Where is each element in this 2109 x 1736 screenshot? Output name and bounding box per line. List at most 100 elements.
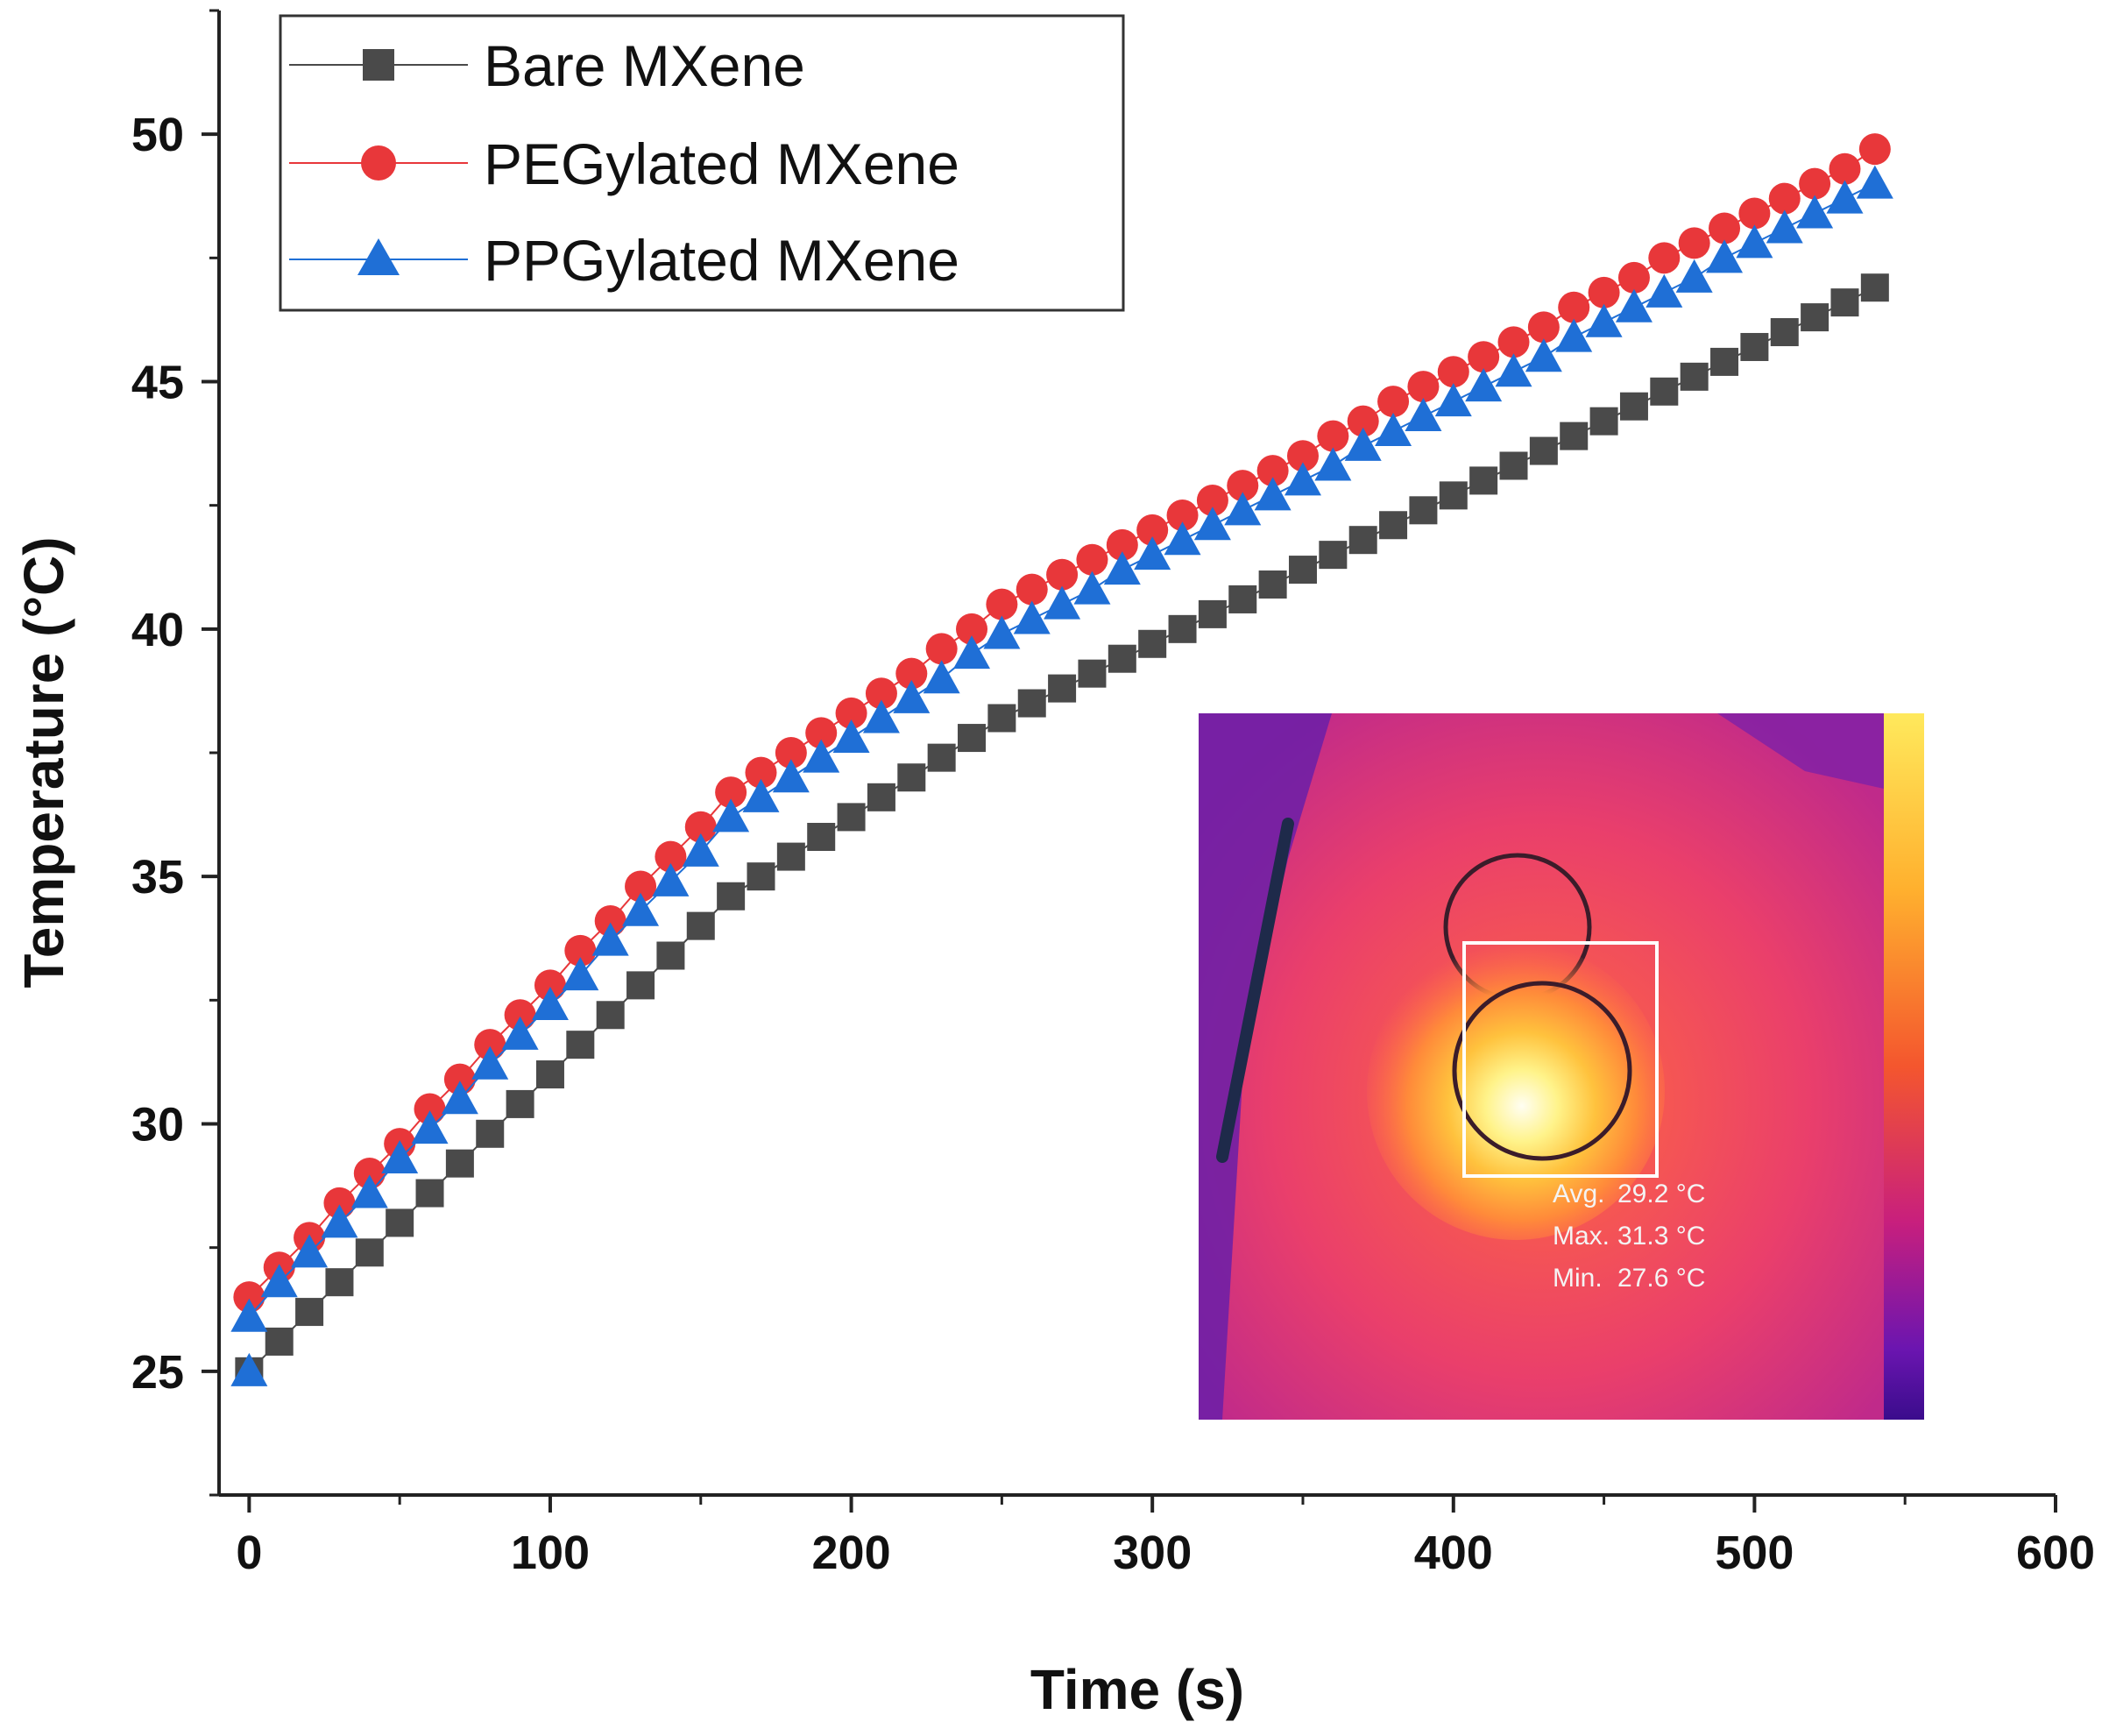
data-point-square [1228, 585, 1257, 613]
data-point-triangle [1585, 303, 1623, 337]
data-point-triangle [983, 615, 1021, 649]
data-point-circle [925, 633, 958, 665]
data-point-square [1198, 599, 1227, 628]
data-point-circle [1136, 514, 1169, 546]
data-point-triangle [501, 1016, 539, 1050]
legend-label-peg: PEGylated MXene [484, 131, 959, 196]
probe-rod [1216, 818, 1294, 1163]
data-point-circle [895, 657, 928, 690]
data-point-circle [1016, 573, 1048, 606]
data-point-circle [625, 870, 657, 903]
data-point-square [1860, 273, 1889, 302]
data-point-circle [655, 840, 687, 873]
data-point-circle [1166, 499, 1199, 531]
legend-marker-bare [363, 49, 394, 81]
data-point-circle [474, 1029, 506, 1061]
data-point-circle [1377, 386, 1410, 418]
data-point-square [325, 1268, 354, 1297]
data-point-square [295, 1298, 324, 1327]
data-point-triangle [471, 1045, 509, 1080]
data-point-triangle [1465, 368, 1503, 402]
data-point-circle [1347, 405, 1379, 437]
x-tick-label-600: 600 [2016, 1527, 2095, 1579]
legend-item-bare: Bare MXene [289, 33, 805, 98]
data-point-circle [1196, 485, 1228, 517]
data-point-circle [443, 1063, 476, 1095]
tick-labels: 0 100 200 300 400 500 600 25 30 35 40 45 50 [131, 109, 2095, 1579]
thermal-photo: Avg. 29.2 °C Max. 31.3 °C Min. 27.6 °C [1199, 713, 1884, 1420]
data-point-square [958, 724, 987, 753]
data-point-square [1258, 570, 1287, 599]
readout-max-value: 31.3 °C [1617, 1222, 1705, 1251]
data-point-triangle [1796, 195, 1834, 229]
data-point-triangle [381, 1140, 419, 1174]
data-point-square [566, 1031, 595, 1059]
sample-vial-bottom [1452, 981, 1632, 1161]
data-point-circle [1527, 311, 1560, 344]
series-triangle [230, 165, 1893, 1332]
data-point-circle [1768, 182, 1801, 215]
data-point-circle [684, 811, 717, 843]
data-point-triangle [1736, 224, 1773, 259]
data-point-square [386, 1208, 414, 1237]
legend-item-ppg: PPGylated MXene [289, 228, 959, 293]
data-point-circle [1497, 326, 1530, 358]
data-point-triangle [1826, 180, 1864, 214]
data-point-circle [353, 1157, 386, 1189]
data-point-circle [1858, 133, 1891, 166]
data-point-circle [504, 999, 536, 1031]
data-point-circle [1256, 455, 1289, 487]
data-point-triangle [1224, 492, 1262, 526]
x-tick-label-500: 500 [1715, 1527, 1794, 1579]
data-point-triangle [953, 635, 991, 670]
data-point-triangle [1495, 353, 1532, 387]
data-point-triangle [1164, 521, 1201, 556]
data-point-triangle [1856, 165, 1893, 199]
legend-label-ppg: PPGylated MXene [484, 228, 959, 293]
data-point-triangle [1284, 462, 1321, 496]
data-point-square [987, 704, 1016, 733]
data-point-triangle [772, 759, 810, 793]
data-point-triangle [260, 1264, 298, 1298]
data-point-square [1801, 303, 1829, 332]
data-point-square [1529, 436, 1558, 465]
data-point-circle [745, 756, 777, 789]
data-point-circle [594, 904, 626, 937]
axis-ticks [202, 9, 2057, 1513]
data-point-circle [564, 934, 597, 967]
data-point-triangle [862, 699, 900, 733]
data-point-square [1770, 318, 1799, 347]
data-point-triangle [1555, 318, 1593, 352]
data-point-triangle [1675, 259, 1713, 293]
data-point-square [596, 1001, 625, 1030]
data-point-square [1589, 407, 1618, 436]
readout-max-label: Max. [1553, 1222, 1610, 1251]
data-point-square [776, 842, 805, 871]
data-point-square [626, 971, 655, 1000]
data-point-square [1830, 288, 1859, 317]
data-point-square [445, 1149, 474, 1178]
data-point-circle [233, 1281, 265, 1314]
data-point-square [807, 822, 836, 851]
data-point-circle [414, 1093, 446, 1125]
data-point-triangle [441, 1081, 478, 1115]
legend-item-peg: PEGylated MXene [289, 131, 959, 196]
data-point-triangle [1193, 507, 1231, 541]
data-point-square [1078, 659, 1107, 688]
data-point-triangle [682, 833, 719, 867]
y-tick-label-30: 30 [131, 1099, 184, 1151]
data-point-triangle [350, 1174, 388, 1208]
data-point-circle [775, 737, 807, 769]
data-point-triangle [893, 679, 931, 713]
x-tick-label-400: 400 [1414, 1527, 1493, 1579]
data-point-triangle [1013, 600, 1051, 634]
data-point-triangle [1525, 338, 1562, 372]
data-point-triangle [832, 719, 870, 754]
data-point-triangle [1645, 273, 1683, 308]
y-axis-title: Temperature (°C) [12, 536, 75, 988]
data-point-triangle [1375, 412, 1412, 446]
y-tick-label-35: 35 [131, 851, 184, 903]
data-point-square [1439, 481, 1468, 510]
data-point-square [897, 763, 926, 792]
data-point-triangle [1073, 570, 1111, 605]
